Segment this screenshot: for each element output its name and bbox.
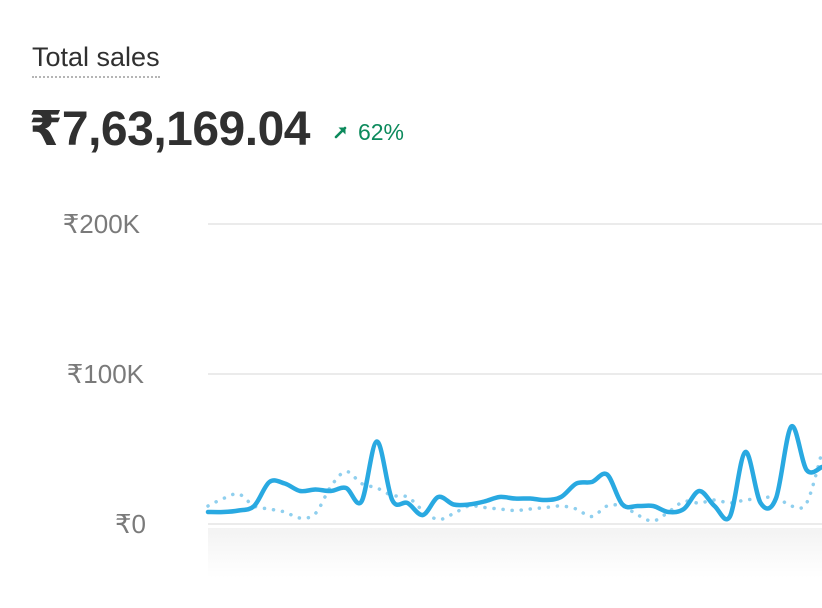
- y-tick-label: ₹0: [115, 509, 146, 539]
- baseline-shadow: [208, 528, 822, 578]
- y-tick-label: ₹100K: [67, 359, 145, 389]
- chart-svg: ₹200K ₹100K ₹0: [63, 209, 822, 578]
- sales-chart: ₹200K ₹100K ₹0: [0, 180, 822, 608]
- metric-row: ₹7,63,169.04 62%: [29, 100, 404, 160]
- y-tick-label: ₹200K: [63, 209, 141, 239]
- change-percent: 62%: [357, 119, 405, 145]
- primary-series-line[interactable]: [205, 424, 822, 522]
- total-sales-value: ₹7,63,169.04: [29, 103, 310, 156]
- change-badge: 62%: [332, 118, 404, 146]
- arrow-up-right-icon: [334, 126, 347, 139]
- card-title[interactable]: Total sales: [32, 40, 160, 78]
